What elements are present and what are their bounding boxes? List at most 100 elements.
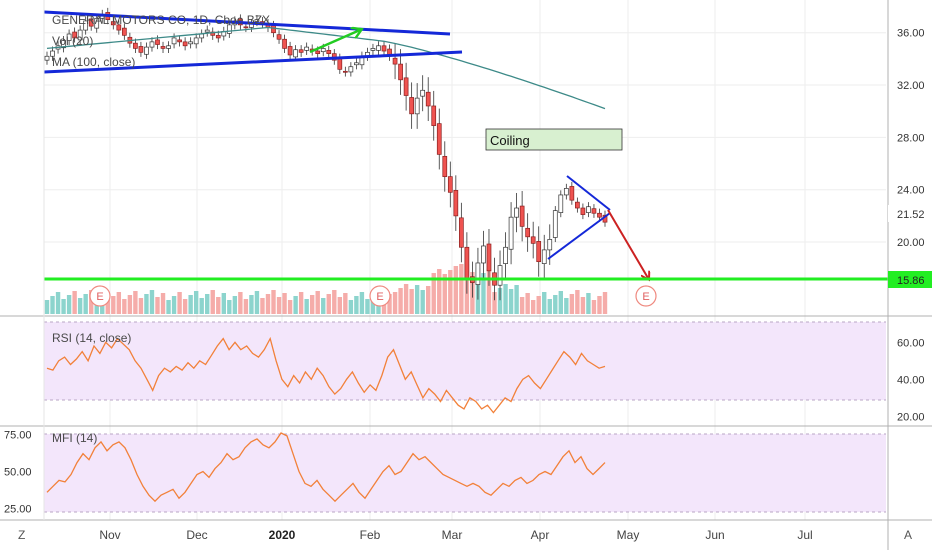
rsi-tick-label: 20.00 (897, 411, 925, 423)
price-axis[interactable]: 36.00 32.00 28.00 24.00 20.00 (897, 28, 925, 249)
volume-bar (88, 290, 94, 314)
time-tick-label: Jul (797, 528, 812, 542)
volume-bar (309, 295, 315, 314)
volume-bar (497, 288, 503, 314)
candlestick (453, 175, 459, 231)
volume-bar (431, 273, 436, 314)
earnings-marker[interactable]: E (369, 285, 391, 307)
candlestick (481, 230, 486, 279)
svg-text:21.52: 21.52 (897, 209, 925, 221)
volume-bar (243, 299, 249, 314)
rsi-axis[interactable]: 60.00 40.00 20.00 (897, 337, 925, 423)
candlestick (348, 62, 354, 77)
rsi-legend: RSI (14, close) (52, 331, 131, 345)
candlestick (563, 183, 569, 200)
candlestick (210, 27, 216, 40)
mfi-axis[interactable]: 75.00 50.00 25.00 (4, 429, 32, 515)
candlestick (536, 226, 542, 277)
volume-bar (492, 292, 497, 314)
candlestick (354, 58, 359, 70)
volume-bar (271, 290, 276, 314)
candlestick (552, 206, 558, 243)
volume-bar (171, 296, 177, 314)
rsi-tick-label: 60.00 (897, 337, 925, 349)
candlestick (298, 45, 304, 57)
volume-bar (298, 292, 304, 314)
volume-bars (44, 264, 608, 314)
mfi-legend: MFI (14) (52, 431, 97, 445)
candlestick (591, 204, 597, 218)
earnings-marker[interactable]: E (89, 285, 111, 307)
volume-bar (591, 300, 597, 314)
svg-text:E: E (376, 291, 383, 303)
volume-bar (332, 290, 337, 314)
candlestick (72, 27, 77, 43)
candlestick (342, 66, 348, 77)
candlestick (177, 35, 182, 47)
volume-bar (210, 290, 215, 314)
volume-bar (370, 295, 376, 314)
candlestick (447, 161, 453, 208)
candlestick (66, 29, 72, 46)
candlestick (359, 51, 365, 70)
time-tick-label: Dec (186, 528, 207, 542)
volume-bar (586, 293, 591, 314)
candlestick (541, 234, 547, 279)
volume-bar (486, 269, 492, 314)
rsi-band (44, 322, 886, 400)
auto-scale-button[interactable]: A (904, 528, 912, 542)
volume-bar (83, 294, 88, 314)
earnings-marker[interactable]: E (635, 285, 657, 307)
volume-bar (580, 297, 586, 314)
volume-bar (387, 294, 392, 314)
volume-legend: Vol (20) (52, 34, 93, 48)
volume-bar (519, 297, 525, 314)
breakout-arrow (309, 30, 360, 54)
volume-bar (238, 292, 243, 314)
price-tick-label: 24.00 (897, 185, 925, 197)
volume-bar (66, 295, 72, 314)
volume-bar (127, 295, 133, 314)
candlestick (398, 49, 403, 95)
volume-bar (304, 299, 309, 314)
candlestick (50, 46, 55, 61)
candlestick (436, 108, 442, 170)
volume-bar (602, 292, 608, 314)
candlestick (387, 44, 392, 61)
volume-bar (105, 300, 110, 314)
svg-text:E: E (96, 291, 103, 303)
volume-bar (254, 291, 260, 314)
volume-bar (343, 293, 348, 314)
candlestick (392, 43, 398, 80)
candlestick (182, 37, 188, 51)
price-tick-label: 28.00 (897, 132, 925, 144)
volume-bar (381, 298, 387, 314)
volume-bar (448, 270, 453, 314)
volume-bar (564, 298, 569, 314)
volume-bar (597, 296, 602, 314)
candlestick (166, 41, 171, 53)
volume-bar (265, 294, 271, 314)
volume-bar (453, 266, 459, 314)
candlestick (569, 181, 575, 205)
moving-average-line (46, 26, 606, 110)
volume-bar (392, 292, 398, 314)
volume-bar (227, 300, 232, 314)
volume-bar (315, 291, 320, 314)
volume-bar (409, 289, 414, 314)
volume-bar (149, 290, 155, 314)
zoom-z-button[interactable]: Z (18, 528, 25, 542)
volume-bar (542, 292, 547, 314)
volume-bar (232, 296, 238, 314)
volume-bar (508, 289, 514, 314)
coiling-annotation-box[interactable] (485, 128, 623, 151)
volume-bar (503, 284, 508, 314)
volume-bar (442, 274, 447, 314)
candlestick (558, 190, 564, 218)
volume-bar (249, 295, 254, 314)
time-axis[interactable]: Nov Dec 2020 Feb Mar Apr May Jun Jul (99, 528, 812, 542)
volume-bar (569, 294, 575, 314)
volume-bar (188, 295, 193, 314)
volume-bar (514, 285, 519, 314)
mfi-tick-label: 25.00 (4, 504, 32, 516)
